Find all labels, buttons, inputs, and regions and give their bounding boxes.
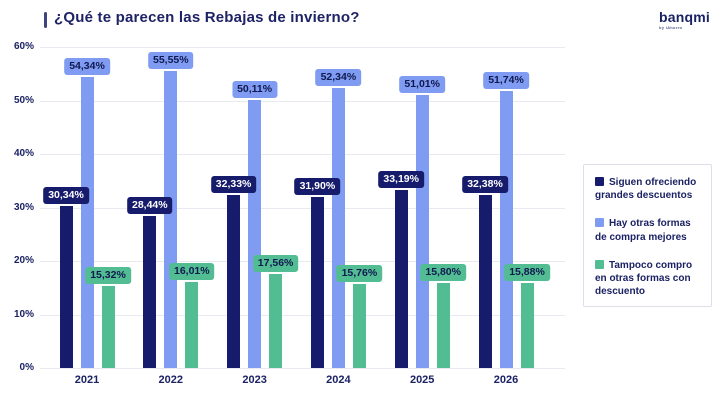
y-axis-tick-label: 20% — [13, 255, 34, 266]
bar-green-2023 — [269, 274, 283, 368]
x-axis-tick-label: 2022 — [158, 374, 184, 386]
chart-legend: Siguen ofreciendo grandes descuentos Hay… — [583, 164, 712, 307]
y-axis-tick-label: 0% — [19, 362, 34, 373]
gridline — [40, 154, 565, 155]
x-axis-tick-label: 2026 — [493, 374, 519, 386]
bar-navy-2026 — [478, 194, 492, 368]
bar-value-label: 31,90% — [294, 178, 341, 196]
bar-blue-2022 — [164, 70, 178, 368]
bar-navy-2023 — [227, 195, 241, 368]
gridline — [40, 368, 565, 369]
page-title: ¿Qué te parecen las Rebajas de invierno? — [54, 9, 360, 26]
bar-value-label: 51,01% — [399, 76, 445, 94]
gridline — [40, 100, 565, 102]
bar-value-label: 15,76% — [336, 264, 383, 282]
bar-blue-2026 — [499, 91, 513, 368]
gridline — [40, 314, 565, 316]
y-axis-tick-label: 60% — [13, 41, 34, 52]
bar-blue-2023 — [248, 99, 262, 368]
bar-blue-2021 — [80, 77, 94, 368]
bar-value-label: 32,38% — [462, 175, 508, 193]
title-accent-bar — [44, 12, 47, 28]
legend-item: Hay otras formas de compra mejores — [595, 217, 703, 243]
bar-value-label: 33,19% — [378, 171, 424, 189]
x-axis-tick-label: 2024 — [326, 374, 351, 386]
bar-navy-2025 — [394, 190, 408, 368]
bar-value-label: 28,44% — [126, 196, 173, 214]
brand-name: banqmi — [659, 9, 710, 25]
bar-blue-2024 — [331, 87, 345, 368]
bar-navy-2021 — [59, 205, 73, 368]
legend-item: Tampoco compro en otras formas con descu… — [595, 259, 703, 299]
legend-label: Siguen ofreciendo grandes descuentos — [595, 177, 697, 202]
bar-value-label: 32,33% — [210, 176, 257, 194]
bar-value-label: 17,56% — [252, 255, 299, 273]
legend-swatch-navy — [595, 177, 604, 186]
bar-value-label: 15,32% — [85, 267, 131, 285]
bar-value-label: 15,88% — [504, 264, 550, 282]
bar-blue-2025 — [415, 95, 429, 368]
y-axis-tick-label: 30% — [13, 201, 34, 213]
bar-value-label: 55,55% — [147, 51, 194, 69]
x-axis-tick-label: 2023 — [242, 374, 267, 386]
bar-value-label: 51,74% — [483, 72, 529, 90]
brand-tagline: by iAhorro — [659, 25, 683, 30]
legend-swatch-green — [595, 259, 604, 269]
x-axis-tick-label: 2025 — [409, 374, 435, 386]
brand-logo: banqmi by iAhorro — [659, 10, 710, 30]
x-axis-tick-label: 2021 — [74, 374, 100, 386]
bar-value-label: 16,01% — [168, 263, 215, 281]
bar-value-label: 30,34% — [43, 186, 89, 204]
bar-green-2022 — [185, 282, 199, 368]
bar-green-2025 — [436, 283, 450, 368]
bar-value-label: 15,80% — [420, 264, 466, 282]
y-axis-tick-label: 40% — [13, 148, 34, 159]
y-axis-tick-label: 50% — [13, 94, 34, 106]
bar-navy-2024 — [310, 197, 324, 368]
y-axis-tick-label: 10% — [13, 308, 34, 320]
legend-swatch-blue — [595, 218, 604, 228]
bar-navy-2022 — [143, 215, 157, 368]
bar-value-label: 54,34% — [64, 58, 110, 76]
gridline — [40, 47, 565, 48]
legend-label: Hay otras formas de compra mejores — [595, 218, 691, 243]
legend-label: Tampoco compro en otras formas con descu… — [595, 259, 693, 298]
bar-green-2021 — [101, 286, 115, 368]
bar-value-label: 52,34% — [315, 68, 362, 86]
bar-green-2026 — [520, 283, 534, 368]
gridline — [40, 207, 565, 209]
gridline — [40, 261, 565, 262]
bar-value-label: 50,11% — [232, 80, 278, 98]
legend-item: Siguen ofreciendo grandes descuentos — [595, 176, 703, 202]
bar-green-2024 — [352, 283, 366, 368]
